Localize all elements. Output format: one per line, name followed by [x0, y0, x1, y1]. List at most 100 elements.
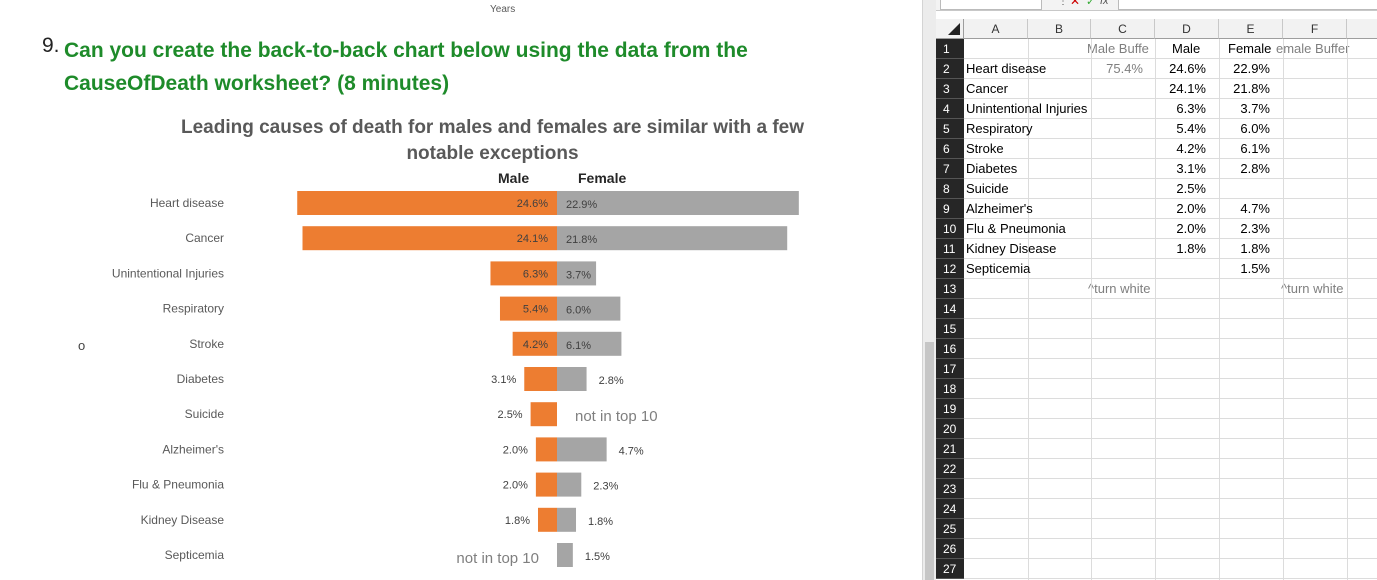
gridline-horizontal	[964, 158, 1377, 159]
row-header-4[interactable]: 4	[936, 99, 964, 119]
row-header-7[interactable]: 7	[936, 159, 964, 179]
cell-d3[interactable]: 24.1%	[1169, 81, 1206, 96]
row-header-10[interactable]: 10	[936, 219, 964, 239]
gridline-vertical	[1155, 39, 1156, 580]
row-header-2[interactable]: 2	[936, 59, 964, 79]
cell-e5[interactable]: 6.0%	[1240, 121, 1270, 136]
data-label-female-unintentional-injuries: 3.7%	[566, 269, 591, 281]
formula-bar-dots[interactable]: ⋮	[1058, 0, 1068, 7]
row-header-21[interactable]: 21	[936, 439, 964, 459]
row-header-11[interactable]: 11	[936, 239, 964, 259]
data-label-female-heart-disease: 22.9%	[566, 199, 597, 211]
enter-icon[interactable]: ✓	[1086, 0, 1096, 8]
cell-d10[interactable]: 2.0%	[1176, 221, 1206, 236]
name-box[interactable]	[940, 0, 1042, 10]
row-header-18[interactable]: 18	[936, 379, 964, 399]
pane-splitter[interactable]	[922, 0, 937, 580]
cell-e4[interactable]: 3.7%	[1240, 101, 1270, 116]
bar-female-respiratory	[557, 296, 621, 321]
cell-a3[interactable]: Cancer	[966, 81, 1008, 96]
cell-c13-note[interactable]: ^turn white	[1088, 281, 1151, 296]
row-header-22[interactable]: 22	[936, 459, 964, 479]
data-label-male-unintentional-injuries: 6.3%	[523, 268, 548, 280]
cell-a10[interactable]: Flu & Pneumonia	[966, 221, 1066, 236]
column-header-a[interactable]: A	[964, 19, 1028, 39]
bar-female-unintentional-injuries	[557, 261, 597, 286]
column-header-e[interactable]: E	[1219, 19, 1283, 39]
row-header-23[interactable]: 23	[936, 479, 964, 499]
cell-e1[interactable]: Female	[1228, 41, 1272, 56]
cell-d4[interactable]: 6.3%	[1176, 101, 1206, 116]
row-header-5[interactable]: 5	[936, 119, 964, 139]
row-header-3[interactable]: 3	[936, 79, 964, 99]
cell-d9[interactable]: 2.0%	[1176, 201, 1206, 216]
data-label-male-kidney-disease: 1.8%	[505, 515, 530, 527]
cell-d5[interactable]: 5.4%	[1176, 121, 1206, 136]
bar-female-cancer	[557, 226, 788, 251]
scrollbar-thumb[interactable]	[925, 342, 934, 580]
cell-a5[interactable]: Respiratory	[966, 121, 1033, 136]
cell-a7[interactable]: Diabetes	[966, 161, 1018, 176]
column-header-b[interactable]: B	[1028, 19, 1091, 39]
cell-a8[interactable]: Suicide	[966, 181, 1009, 196]
column-header-c[interactable]: C	[1091, 19, 1155, 39]
row-header-24[interactable]: 24	[936, 499, 964, 519]
cell-d6[interactable]: 4.2%	[1176, 141, 1206, 156]
cell-e6[interactable]: 6.1%	[1240, 141, 1270, 156]
cell-d11[interactable]: 1.8%	[1176, 241, 1206, 256]
cell-a9[interactable]: Alzheimer's	[966, 201, 1033, 216]
cell-e9[interactable]: 4.7%	[1240, 201, 1270, 216]
gridline-horizontal	[964, 238, 1377, 239]
cell-e2[interactable]: 22.9%	[1233, 61, 1270, 76]
column-header-g[interactable]	[1347, 19, 1377, 39]
formula-input[interactable]	[1118, 0, 1377, 10]
cell-d1[interactable]: Male	[1172, 41, 1201, 56]
column-header-d[interactable]: D	[1155, 19, 1219, 39]
category-label-alzheimer-s: Alzheimer's	[162, 442, 224, 456]
data-label-male-alzheimer-s: 2.0%	[503, 444, 528, 456]
cell-a6[interactable]: Stroke	[966, 141, 1004, 156]
row-header-15[interactable]: 15	[936, 319, 964, 339]
select-all-corner[interactable]	[936, 19, 964, 39]
cell-d7[interactable]: 3.1%	[1176, 161, 1206, 176]
row-header-17[interactable]: 17	[936, 359, 964, 379]
row-header-8[interactable]: 8	[936, 179, 964, 199]
cell-f13-note[interactable]: ^turn white	[1281, 281, 1344, 296]
row-header-12[interactable]: 12	[936, 259, 964, 279]
cell-c2[interactable]: 75.4%	[1106, 61, 1143, 76]
gridline-horizontal	[964, 138, 1377, 139]
row-header-27[interactable]: 27	[936, 559, 964, 579]
row-header-9[interactable]: 9	[936, 199, 964, 219]
gridline-horizontal	[964, 398, 1377, 399]
row-header-19[interactable]: 19	[936, 399, 964, 419]
cell-f1[interactable]: emale Buffer	[1276, 41, 1350, 56]
insert-function-icon[interactable]: fx	[1100, 0, 1109, 7]
row-header-25[interactable]: 25	[936, 519, 964, 539]
row-header-26[interactable]: 26	[936, 539, 964, 559]
cell-a12[interactable]: Septicemia	[966, 261, 1031, 276]
cell-d2[interactable]: 24.6%	[1169, 61, 1206, 76]
bar-male-unintentional-injuries	[490, 261, 557, 286]
row-header-16[interactable]: 16	[936, 339, 964, 359]
row-header-14[interactable]: 14	[936, 299, 964, 319]
cell-e12[interactable]: 1.5%	[1240, 261, 1270, 276]
row-header-20[interactable]: 20	[936, 419, 964, 439]
category-label-septicemia: Septicemia	[165, 548, 225, 562]
cancel-icon[interactable]: ✕	[1070, 0, 1081, 8]
cell-e7[interactable]: 2.8%	[1240, 161, 1270, 176]
category-label-suicide: Suicide	[185, 407, 225, 421]
row-header-13[interactable]: 13	[936, 279, 964, 299]
cell-e3[interactable]: 21.8%	[1233, 81, 1270, 96]
cell-d8[interactable]: 2.5%	[1176, 181, 1206, 196]
cell-a11[interactable]: Kidney Disease	[966, 241, 1057, 256]
cell-a4[interactable]: Unintentional Injuries	[966, 101, 1088, 116]
cell-c1[interactable]: Male Buffe	[1087, 41, 1149, 56]
row-header-6[interactable]: 6	[936, 139, 964, 159]
cell-e10[interactable]: 2.3%	[1240, 221, 1270, 236]
gridline-vertical	[1347, 39, 1348, 580]
bar-female-stroke	[557, 331, 622, 356]
row-header-1[interactable]: 1	[936, 39, 964, 59]
cell-e11[interactable]: 1.8%	[1240, 241, 1270, 256]
column-header-f[interactable]: F	[1283, 19, 1347, 39]
cell-a2[interactable]: Heart disease	[966, 61, 1047, 76]
